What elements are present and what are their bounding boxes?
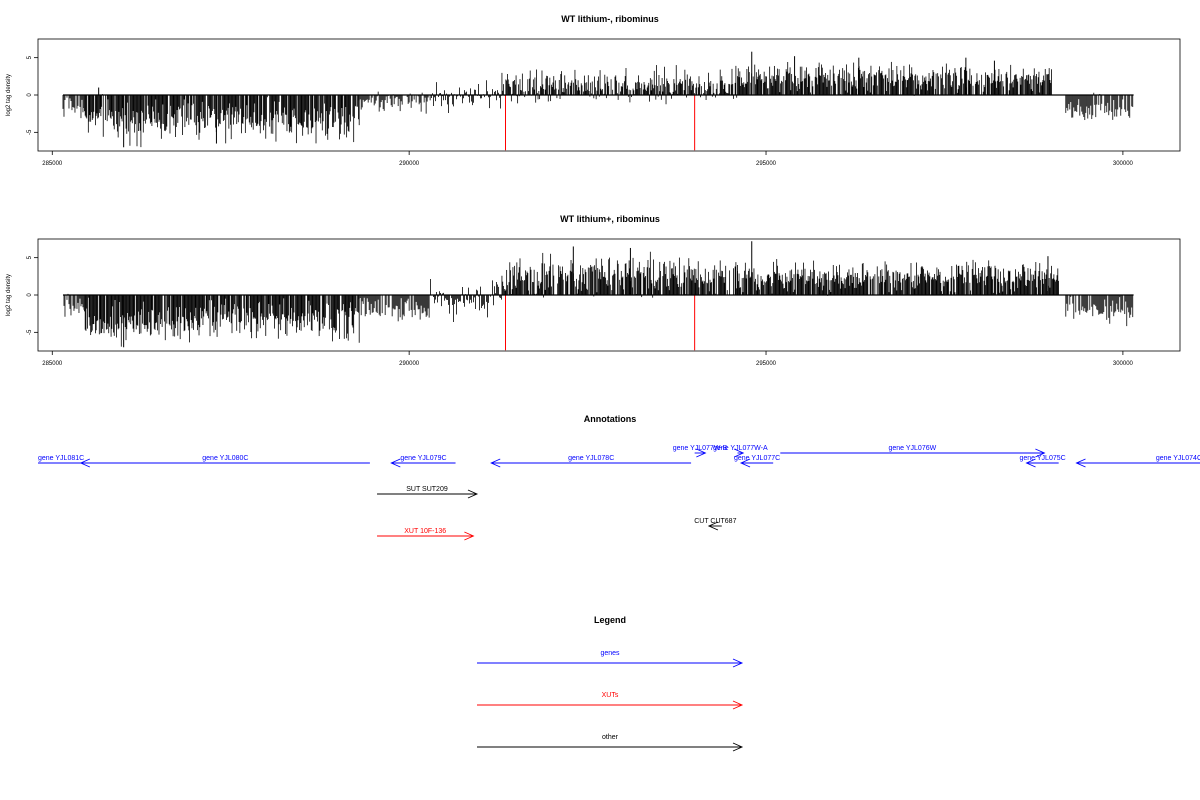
legend-arrow-head [732,700,744,710]
annotations-title: Annotations [584,414,637,424]
y-axis-label: log2 tag density [6,74,12,116]
x-tick-label: 290000 [399,161,420,167]
axes: 285000 290000 295000 300000 -5 0 5 [27,255,1134,367]
annotation-item: gene YJL075C [1020,455,1066,468]
legend-entry: genes [477,650,744,668]
x-tick-label: 285000 [42,161,63,167]
annotation-label: CUT CUT687 [694,518,736,525]
arrow-head [390,458,401,468]
arrow-head [739,458,751,468]
arrow-head [696,448,707,458]
legend-arrow-head [732,658,744,668]
axes: 285000 290000 295000 300000 -5 0 5 [27,55,1134,167]
arrow-head [707,521,719,531]
density-bars [63,241,1134,348]
arrow-head [1075,458,1086,468]
arrow-head [734,448,745,458]
annotation-label: gene YJL080C [202,455,248,462]
arrow-head [1025,458,1036,468]
density-panel-lithium-plus: WT lithium+, ribominus log2 tag density … [6,214,1181,367]
annotation-label: gene YJL075C [1020,455,1066,462]
annotation-item: gene YJL074C [1075,455,1200,468]
annotation-label: gene YJL079C [400,455,446,462]
annotation-item: CUT CUT687 [694,518,737,531]
legend-title: Legend [594,615,626,625]
annotation-item: gene YJL079C [390,455,456,468]
legend: Legend genes XUTs other [477,615,744,752]
red-markers [505,295,696,351]
panel-title: WT lithium-, ribominus [561,14,659,24]
y-tick-label: 5 [27,255,33,259]
annotation-label: gene YJL074C [1156,455,1200,462]
legend-label: genes [600,650,620,657]
annotation-label: gene YJL076W [888,445,936,452]
x-tick-label: 295000 [756,161,777,167]
x-tick-label: 285000 [42,361,63,367]
annotation-item: XUT 10F-136 [377,528,475,541]
y-tick-label: 0 [27,93,33,97]
x-tick-label: 300000 [1113,161,1134,167]
annotation-label: XUT 10F-136 [404,528,446,535]
y-tick-label: 0 [27,293,33,297]
x-tick-label: 295000 [756,361,777,367]
panel-title: WT lithium+, ribominus [560,214,660,224]
y-tick-label: -5 [27,129,33,135]
annotation-item: gene YJL077W-A [713,445,768,458]
y-tick-label: 5 [27,55,33,59]
legend-arrow-head [732,742,744,752]
annotation-item: gene YJL076W [780,445,1046,458]
legend-entry: other [477,734,744,752]
legend-label: XUTs [602,692,619,699]
density-panel-lithium-minus: WT lithium-, ribominus log2 tag density … [6,14,1181,167]
legend-label: other [602,734,619,741]
annotation-label: SUT SUT209 [406,486,448,493]
annotation-label: gene YJL078C [568,455,614,462]
x-tick-label: 300000 [1113,361,1134,367]
annotation-label: gene YJL077C [734,455,780,462]
annotation-item: gene YJL078C [490,455,692,468]
arrow-head [490,458,501,468]
arrow-head [79,458,91,468]
annotations-track: Annotations gene YJL081C gene YJL080C gene… [38,414,1200,541]
x-tick-label: 290000 [399,361,420,367]
annotation-label: gene YJL077W-B [673,445,728,452]
annotation-label: gene YJL077W-A [713,445,768,452]
y-axis-label: log2 tag density [6,274,12,316]
annotation-label: gene YJL081C [38,455,84,462]
annotation-item: gene YJL077C [734,455,780,468]
annotation-item: SUT SUT209 [377,486,479,499]
annotation-items: gene YJL081C gene YJL080C gene YJL079C gene… [38,445,1200,541]
arrow-head [1035,448,1046,458]
y-tick-label: -5 [27,329,33,335]
annotation-item: gene YJL077W-B [673,445,728,458]
legend-entry: XUTs [477,692,744,710]
arrow-head [464,531,475,541]
legend-items: genes XUTs other [477,650,744,752]
arrow-head [467,489,479,499]
density-bars [62,51,1134,148]
annotation-item: gene YJL080C [79,455,370,468]
red-markers [505,95,696,151]
